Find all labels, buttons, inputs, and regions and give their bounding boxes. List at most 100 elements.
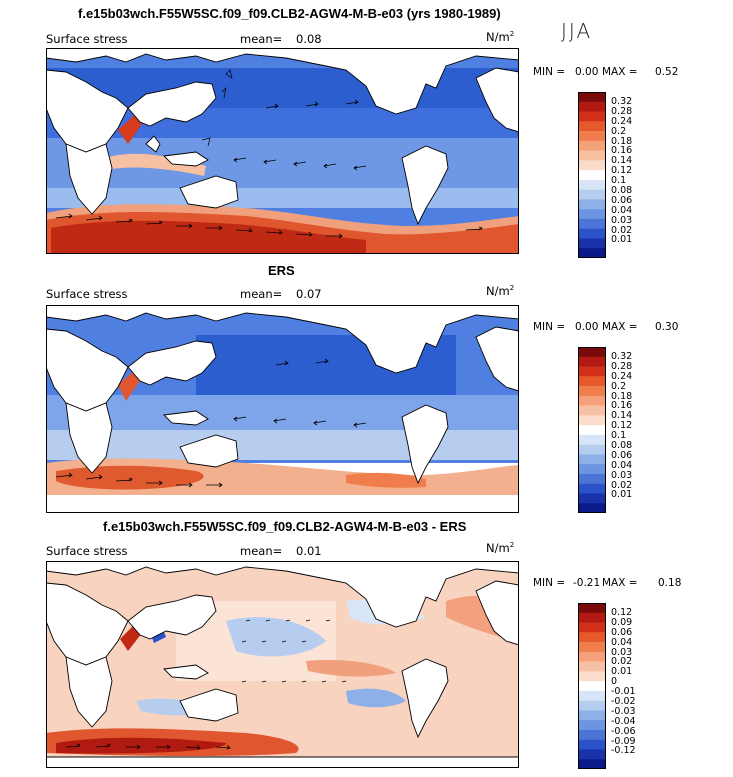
colorbar-swatch — [578, 395, 606, 406]
panel-1-frame — [46, 48, 519, 254]
panel-2-colorbar-label: 0.14 — [611, 410, 633, 422]
panel-3-colorbar-label: 0.12 — [611, 607, 633, 618]
panel-3-colorbar-label: -0.02 — [611, 696, 636, 708]
panel-1-colorbar-label: 0.08 — [611, 185, 633, 197]
colorbar-swatch — [578, 170, 606, 181]
panel-2-colorbar-labels: 0.32 0.28 0.24 0.2 0.18 0.16 0.14 0.12 0… — [611, 352, 632, 500]
panel-3-min-value: -0.21 — [573, 577, 601, 589]
panel-3-land — [46, 561, 519, 768]
colorbar-swatch — [578, 405, 606, 416]
colorbar-swatch — [578, 160, 606, 171]
colorbar-swatch — [578, 493, 606, 504]
panel-2-min-value: 0.00 — [575, 321, 599, 333]
panel-2-min-label: MIN = — [533, 321, 566, 333]
colorbar-swatch — [578, 739, 606, 750]
panel-3-frame — [46, 561, 519, 768]
panel-1-colorbar-label: 0.06 — [611, 194, 633, 206]
panel-2-title: ERS — [268, 263, 295, 278]
panel-1-colorbar-label: 0.18 — [611, 135, 633, 147]
panel-3-colorbar-label: -0.06 — [611, 725, 636, 737]
panel-2-frame — [46, 305, 519, 513]
panel-2-colorbar-label: 0.03 — [611, 469, 633, 481]
colorbar-swatch — [578, 444, 606, 455]
panel-2-colorbar-label: 0.16 — [611, 400, 633, 412]
colorbar-swatch — [578, 690, 606, 701]
colorbar-swatch — [578, 622, 606, 633]
panel-3-colorbar-swatches — [578, 603, 606, 769]
colorbar-swatch — [578, 603, 606, 614]
panel-2-units: N/m2 — [486, 284, 515, 298]
panel-3-colorbar-label: -0.12 — [611, 745, 636, 757]
panel-2-max-value: 0.30 — [655, 321, 679, 333]
colorbar-swatch — [578, 434, 606, 445]
panel-2-wind-arrows — [55, 358, 367, 488]
panel-1-colorbar-label: 0.01 — [611, 234, 633, 246]
colorbar-swatch — [578, 612, 606, 623]
colorbar-swatch — [578, 483, 606, 494]
panel-1-colorbar-label: 0.12 — [611, 165, 633, 177]
panel-1-colorbar-label: 0.16 — [611, 145, 633, 157]
colorbar-frame — [578, 603, 606, 769]
colorbar-swatch — [578, 131, 606, 142]
colorbar-swatch — [578, 111, 606, 122]
panel-3-colorbar-label: -0.09 — [611, 735, 636, 747]
panel-3-colorbar-label: 0.06 — [611, 626, 633, 638]
panel-2-colorbar-label: 0.28 — [611, 360, 633, 372]
colorbar-frame — [578, 347, 606, 513]
panel-1-units: N/m2 — [486, 30, 515, 44]
panel-3-max-value: 0.18 — [658, 577, 682, 589]
panel-1-min-label: MIN = — [533, 66, 566, 78]
panel-1-land — [46, 48, 519, 226]
colorbar-swatch — [578, 150, 606, 161]
panel-1-variable-label: Surface stress — [46, 32, 128, 46]
panel-2-colorbar — [578, 347, 606, 513]
panel-3-variable-label: Surface stress — [46, 544, 128, 558]
panel-2-colorbar-label: 0.06 — [611, 449, 633, 461]
colorbar-swatch — [578, 464, 606, 475]
panel-1-mean-label: mean= — [240, 32, 283, 46]
panel-2-colorbar-label: 0.01 — [611, 489, 633, 501]
panel-3-title: f.e15b03wch.F55W5SC.f09_f09.CLB2-AGW4-M-… — [103, 519, 467, 534]
panel-1-colorbar-label: 0.04 — [611, 204, 633, 216]
panel-1-colorbar-label: 0.1 — [611, 175, 627, 187]
panel-1-colorbar-labels: 0.32 0.28 0.24 0.2 0.18 0.16 0.14 0.12 0… — [611, 97, 632, 245]
panel-3-colorbar-labels: 0.12 0.09 0.06 0.04 0.03 0.02 0.01 0 -0.… — [611, 608, 636, 756]
panel-1-colorbar-swatches — [578, 92, 606, 258]
colorbar-frame — [578, 92, 606, 258]
panel-2-map — [46, 305, 519, 513]
panel-3-colorbar-label: -0.01 — [611, 686, 636, 698]
colorbar-swatch — [578, 218, 606, 229]
panel-1-min-value: 0.00 — [575, 66, 599, 78]
panel-3-mean-label: mean= — [240, 544, 283, 558]
panel-3-mean-value: 0.01 — [296, 544, 322, 558]
colorbar-swatch — [578, 759, 606, 769]
colorbar-swatch — [578, 366, 606, 377]
colorbar-swatch — [578, 632, 606, 643]
panel-1-wind-arrows — [55, 99, 483, 239]
panel-2-colorbar-label: 0.1 — [611, 430, 627, 442]
colorbar-swatch — [578, 720, 606, 731]
panel-1-colorbar-label: 0.14 — [611, 155, 633, 167]
panel-3-map — [46, 561, 519, 768]
panel-3-negative-region — [226, 617, 326, 657]
panel-1-map — [46, 48, 519, 254]
panel-1-colorbar-label: 0.03 — [611, 214, 633, 226]
panel-1-colorbar-label: 0.2 — [611, 125, 627, 137]
panel-3-colorbar-label: -0.04 — [611, 715, 636, 727]
colorbar-swatch — [578, 179, 606, 190]
colorbar-swatch — [578, 473, 606, 484]
panel-1-colorbar-label: 0.28 — [611, 105, 633, 117]
panel-3-max-label: MAX = — [602, 577, 638, 589]
colorbar-swatch — [578, 661, 606, 672]
colorbar-swatch — [578, 651, 606, 662]
panel-3-colorbar-label: 0 — [611, 676, 618, 688]
panel-3-min-label: MIN = — [533, 577, 566, 589]
panel-1-mean-value: 0.08 — [296, 32, 322, 46]
colorbar-swatch — [578, 189, 606, 200]
panel-2-variable-label: Surface stress — [46, 287, 128, 301]
panel-2-colorbar-label: 0.18 — [611, 390, 633, 402]
panel-3-units: N/m2 — [486, 541, 515, 555]
colorbar-swatch — [578, 199, 606, 210]
panel-1-midlat-band — [46, 188, 519, 208]
colorbar-swatch — [578, 710, 606, 721]
